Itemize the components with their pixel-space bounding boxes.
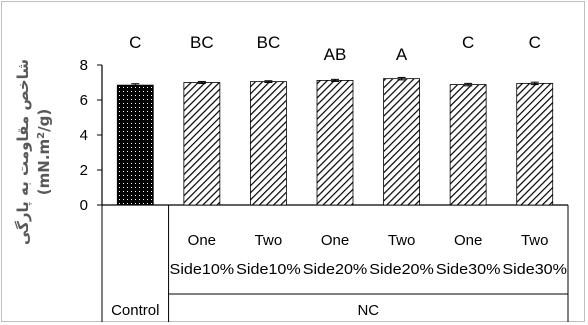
y-axis-label: شاخص مقاومت به پارگی (mN.m2/g) (14, 59, 53, 245)
category-label-line1: Two (521, 232, 549, 249)
significance-label: BC (190, 33, 214, 52)
category-label-line2: Side30% (502, 261, 567, 278)
bar (383, 78, 420, 206)
axes: 0 2 4 6 8 (80, 57, 569, 322)
group-label: NC (357, 302, 379, 319)
group-label: Control (111, 302, 159, 319)
category-labels: One Side10% Two Side10% One Side20% Two Side20%… (111, 232, 567, 319)
y-tick-label: 4 (80, 127, 88, 144)
category-label-line2: Side20% (303, 261, 368, 278)
category-label-line2: Side10% (236, 261, 301, 278)
significance-label: C (129, 33, 141, 52)
y-tick-label: 8 (80, 57, 88, 74)
significance-label: C (462, 33, 474, 52)
y-tick-label: 2 (80, 162, 88, 179)
category-label-line2: Side20% (369, 261, 434, 278)
bar (516, 82, 554, 206)
significance-label: A (396, 45, 408, 64)
bars: C BC BC AB A C C (116, 33, 554, 206)
bar (449, 84, 487, 206)
category-label-line2: Side30% (436, 261, 501, 278)
category-label-line1: Two (388, 232, 416, 249)
bar (116, 84, 154, 206)
y-axis-label-unit: (mN.m2/g) (35, 109, 53, 195)
category-label-line1: One (188, 232, 216, 249)
bar (250, 81, 287, 206)
y-tick-label: 0 (80, 197, 88, 214)
significance-label: BC (257, 33, 281, 52)
category-label-line1: One (454, 232, 482, 249)
category-label-line2: Side10% (170, 261, 235, 278)
category-label-line1: Two (255, 232, 283, 249)
bar (316, 80, 354, 206)
significance-label: AB (324, 45, 347, 64)
y-axis-label-fa: شاخص مقاومت به پارگی (14, 59, 33, 245)
category-label-line1: One (321, 232, 349, 249)
significance-label: C (529, 33, 541, 52)
y-tick-label: 6 (80, 92, 88, 109)
bar (183, 82, 221, 206)
